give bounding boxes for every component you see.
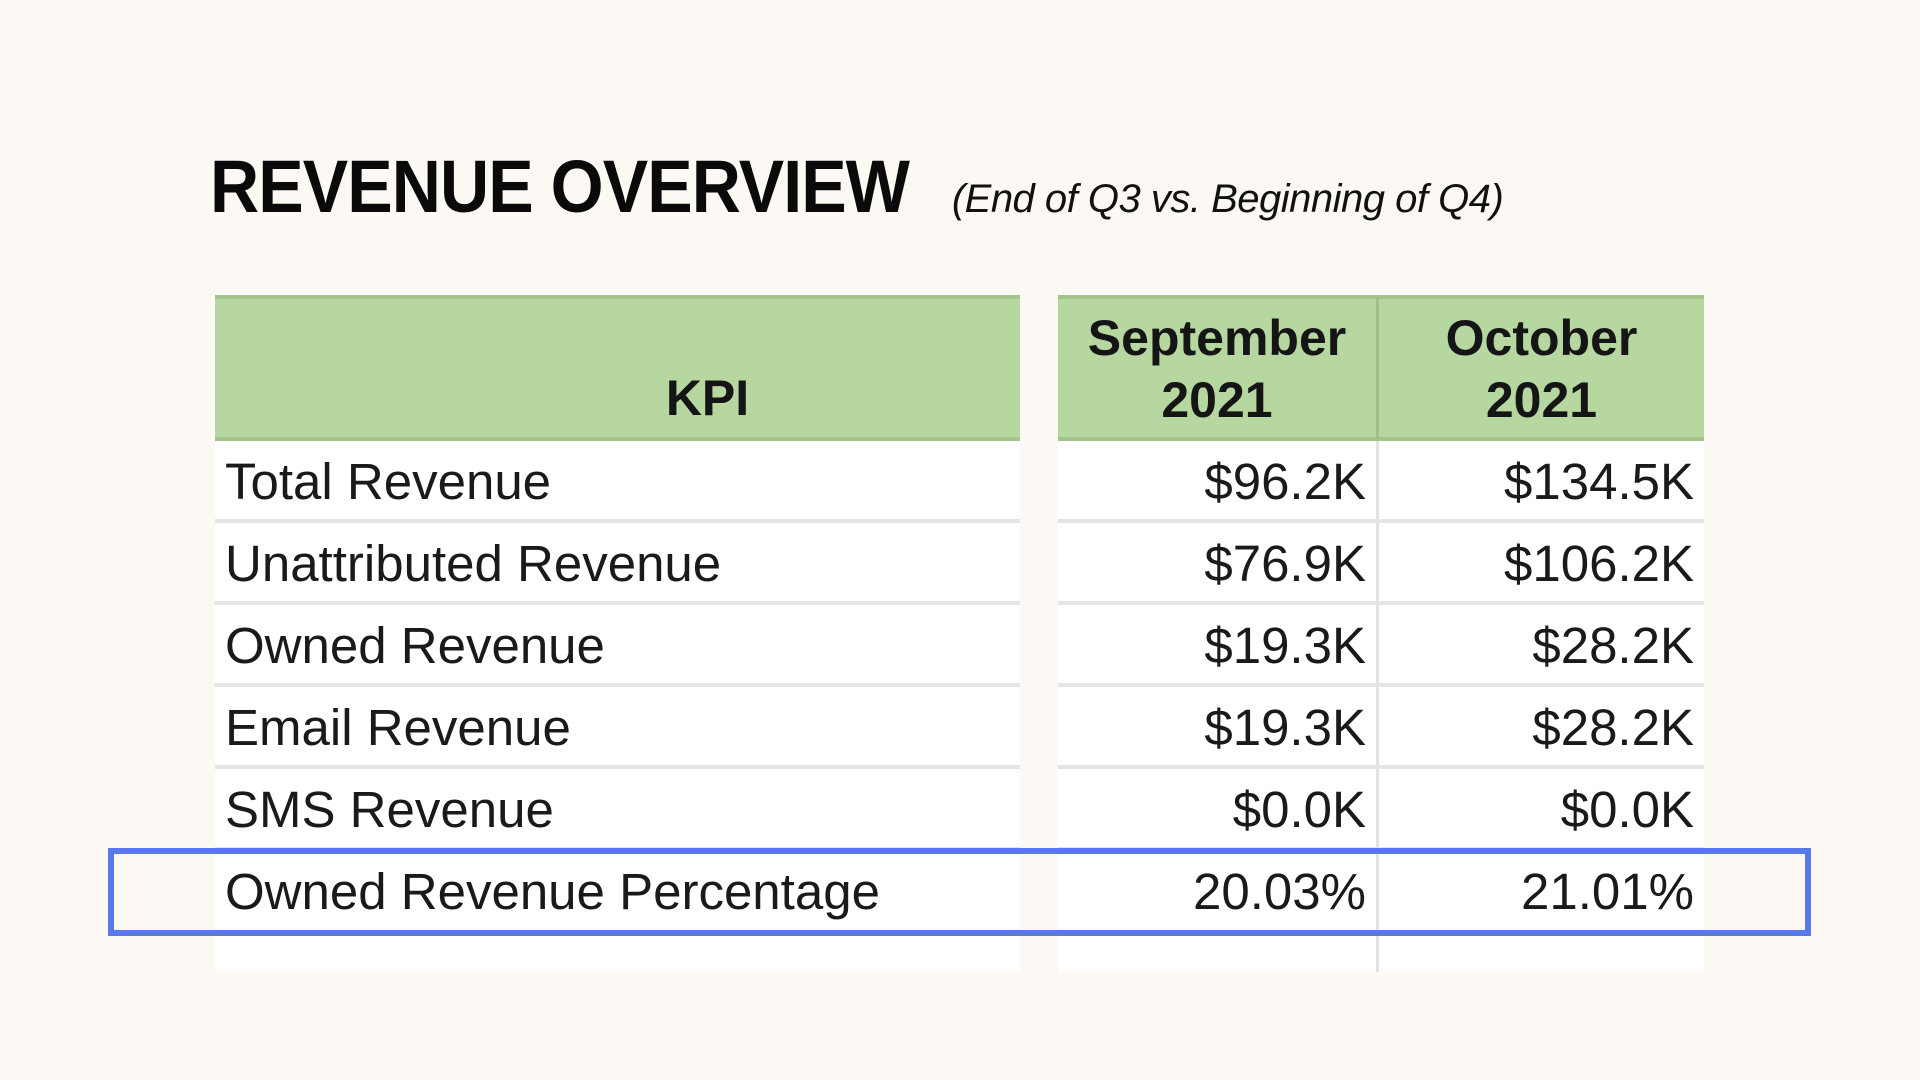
- page-title: REVENUE OVERVIEW: [210, 145, 910, 228]
- september-value: $76.9K: [1204, 535, 1366, 592]
- table-row: $76.9K $106.2K: [1058, 523, 1704, 605]
- kpi-header-label: KPI: [665, 370, 750, 426]
- october-header-year: 2021: [1485, 372, 1598, 428]
- october-value: 21.01%: [1521, 863, 1694, 920]
- september-header: September 2021: [1058, 295, 1376, 441]
- table-row: $19.3K $28.2K: [1058, 605, 1704, 687]
- table-row: Owned Revenue: [215, 605, 1020, 687]
- table-row: 20.03% 21.01%: [1058, 851, 1704, 933]
- table-row: SMS Revenue: [215, 769, 1020, 851]
- september-value: $0.0K: [1232, 781, 1366, 838]
- october-value: $106.2K: [1503, 535, 1694, 592]
- september-value: 20.03%: [1193, 863, 1366, 920]
- october-value: $28.2K: [1532, 699, 1694, 756]
- table-row: $0.0K $0.0K: [1058, 769, 1704, 851]
- table-row: Total Revenue: [215, 441, 1020, 523]
- september-value: $19.3K: [1204, 617, 1366, 674]
- kpi-header: KPI: [215, 295, 1020, 441]
- october-header-month: October: [1445, 310, 1638, 366]
- table-row: Email Revenue: [215, 687, 1020, 769]
- september-value: $19.3K: [1204, 699, 1366, 756]
- october-value: $0.0K: [1560, 781, 1694, 838]
- kpi-column-panel: KPI Total Revenue Unattributed Revenue O…: [215, 295, 1020, 972]
- september-header-year: 2021: [1161, 372, 1273, 428]
- october-header: October 2021: [1376, 295, 1704, 441]
- table-row: $19.3K $28.2K: [1058, 687, 1704, 769]
- values-column-panel: September 2021 October 2021 $96.2K $134.…: [1058, 295, 1704, 972]
- title-row: REVENUE OVERVIEW (End of Q3 vs. Beginnin…: [210, 145, 1504, 228]
- row-label: Unattributed Revenue: [225, 535, 722, 592]
- october-value: $28.2K: [1532, 617, 1694, 674]
- october-value: $134.5K: [1503, 453, 1694, 510]
- row-label: Email Revenue: [225, 699, 571, 756]
- september-header-month: September: [1087, 310, 1347, 366]
- september-value: $96.2K: [1204, 453, 1366, 510]
- row-label: SMS Revenue: [225, 781, 554, 838]
- column-divider: [1376, 441, 1379, 972]
- page-subtitle: (End of Q3 vs. Beginning of Q4): [951, 177, 1504, 221]
- row-label: Total Revenue: [225, 453, 552, 510]
- row-label: Owned Revenue: [225, 617, 605, 674]
- table-row: $96.2K $134.5K: [1058, 441, 1704, 523]
- row-label: Owned Revenue Percentage: [225, 863, 880, 920]
- table-row: Unattributed Revenue: [215, 523, 1020, 605]
- table-row: Owned Revenue Percentage: [215, 851, 1020, 933]
